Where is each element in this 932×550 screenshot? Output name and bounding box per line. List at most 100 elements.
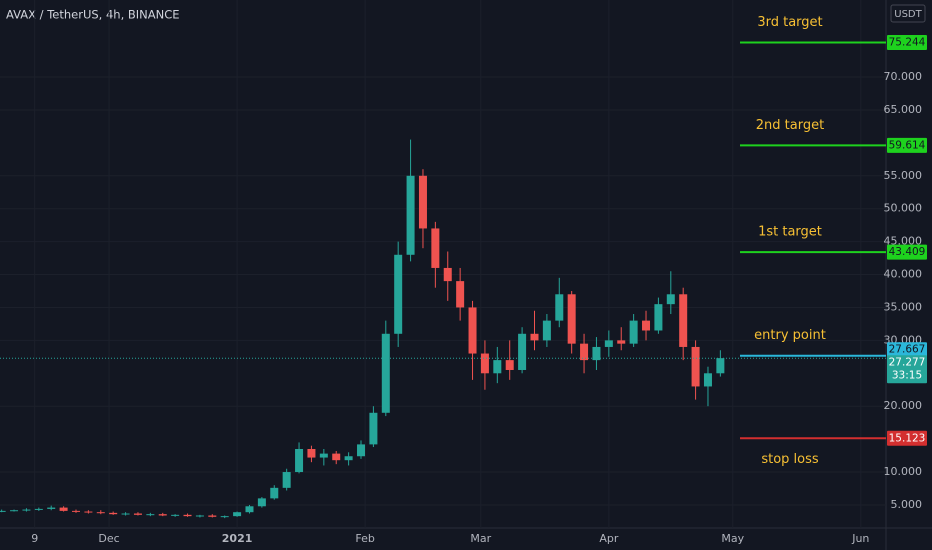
candle-body: [443, 267, 452, 282]
candle-body: [47, 507, 56, 509]
candle-body: [493, 360, 502, 374]
candle-body: [133, 513, 142, 515]
candle-body: [332, 453, 341, 461]
candle-body: [505, 360, 514, 370]
candle-body: [146, 514, 155, 516]
countdown-label: 33:15: [892, 369, 922, 381]
candle-body: [468, 307, 477, 354]
candle-body: [158, 514, 167, 516]
candle-body: [679, 294, 688, 347]
y-tick-label: 10.000: [884, 465, 923, 478]
price-box: [887, 35, 927, 51]
candle-body: [530, 333, 539, 341]
candle-body: [666, 294, 675, 305]
candle-body: [319, 453, 328, 458]
y-tick-label: 5.000: [891, 498, 923, 511]
x-tick-label: Dec: [98, 532, 119, 545]
price-box: [887, 430, 927, 446]
candle-body: [716, 358, 725, 374]
candle-body: [0, 510, 6, 512]
x-tick-label: Mar: [470, 532, 491, 545]
price-box-label: 75.244: [889, 37, 926, 49]
candle-body: [369, 412, 378, 445]
x-tick-label: 2021: [222, 532, 253, 545]
y-tick-label: 35.000: [884, 300, 923, 313]
candle-body: [357, 444, 366, 457]
y-tick-label: 40.000: [884, 268, 923, 281]
y-tick-label: 55.000: [884, 169, 923, 182]
price-box-label: 59.614: [889, 139, 926, 151]
candle-body: [456, 281, 465, 308]
candle-body: [542, 320, 551, 341]
candle-body: [96, 512, 105, 514]
candle-body: [195, 515, 204, 517]
y-tick-label: 65.000: [884, 103, 923, 116]
candle-body: [59, 507, 68, 511]
candle-body: [691, 346, 700, 387]
candle-body: [282, 472, 291, 488]
candle-body: [418, 175, 427, 229]
price-box: [887, 342, 927, 358]
candle-body: [555, 294, 564, 321]
x-tick-label: Apr: [599, 532, 619, 545]
y-tick-label: 70.000: [884, 70, 923, 83]
price-box: [887, 137, 927, 153]
candle-body: [72, 510, 81, 512]
candle-body: [183, 514, 192, 517]
candle-body: [34, 508, 43, 510]
x-tick-label: Feb: [355, 532, 374, 545]
candle-body: [431, 228, 440, 268]
x-tick-label: May: [721, 532, 744, 545]
level-name: stop loss: [761, 452, 819, 467]
candle-body: [654, 304, 663, 331]
y-tick-label: 50.000: [884, 202, 923, 215]
candle-body: [344, 456, 353, 461]
y-tick-label: 45.000: [884, 235, 923, 248]
candle-body: [121, 513, 130, 515]
candle-body: [518, 333, 527, 370]
price-box-label: 43.409: [889, 246, 926, 258]
current-price-box: [887, 355, 927, 384]
candle-body: [480, 353, 489, 374]
chart-title: AVAX / TetherUS, 4h, BINANCE: [6, 8, 180, 22]
candle-body: [220, 516, 229, 518]
candle-body: [10, 510, 19, 512]
candle-body: [109, 512, 118, 515]
candle-body: [406, 175, 415, 255]
level-name: entry point: [754, 328, 826, 343]
candle-body: [394, 254, 403, 334]
candle-body: [257, 498, 266, 507]
candle-body: [270, 487, 279, 499]
x-tick-label: 9: [31, 532, 38, 545]
candle-body: [617, 340, 626, 344]
price-box-label: 27.667: [889, 344, 926, 356]
candle-body: [245, 506, 254, 513]
candle-body: [703, 373, 712, 387]
candle-body: [592, 346, 601, 361]
candle-body: [567, 294, 576, 344]
level-name: 1st target: [758, 225, 822, 240]
candle-body: [307, 448, 316, 458]
current-price-label: 27.277: [889, 356, 926, 368]
price-box-label: 15.123: [889, 432, 926, 444]
level-name: 2nd target: [756, 118, 824, 133]
candle-body: [171, 514, 180, 516]
candle-body: [642, 320, 651, 331]
level-name: 3rd target: [757, 15, 822, 30]
candle-body: [22, 509, 31, 511]
currency-label: USDT: [894, 9, 922, 20]
candle-body: [295, 448, 304, 473]
candle-body: [381, 333, 390, 413]
candle-body: [580, 343, 589, 361]
candle-body: [604, 340, 613, 347]
candle-body: [84, 511, 93, 513]
x-tick-label: Jun: [851, 532, 869, 545]
candle-body: [233, 512, 242, 517]
candle-body: [208, 515, 217, 517]
currency-box: [890, 4, 926, 23]
y-tick-label: 20.000: [884, 399, 923, 412]
candle-body: [629, 320, 638, 344]
price-box: [887, 244, 927, 260]
